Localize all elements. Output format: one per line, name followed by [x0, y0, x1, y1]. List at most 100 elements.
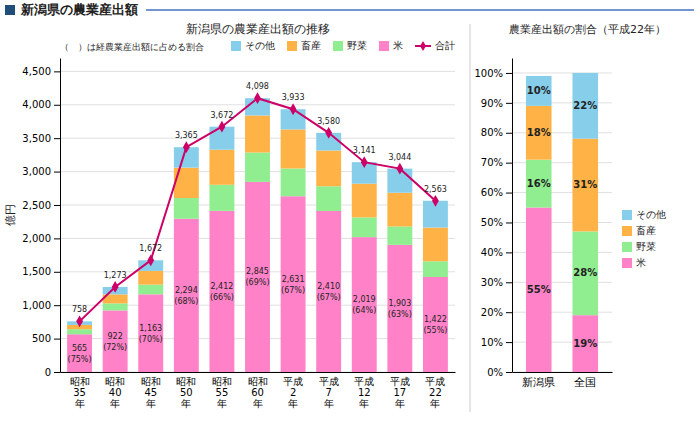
data-label: 2,019 — [353, 295, 376, 304]
x-tick: 平成12年 — [354, 376, 374, 409]
bar — [526, 76, 552, 106]
x-tick-label-line: 年 — [146, 398, 156, 409]
y-tick-label: 60% — [481, 187, 503, 198]
data-label: 3,933 — [282, 93, 305, 102]
share-label: (63%) — [388, 310, 412, 319]
x-tick-label-line: 昭和 — [176, 376, 196, 387]
y-tick: 4,500 — [22, 66, 60, 77]
chart: 新潟県の農業産出額の推移05001,0001,5002,0002,5003,00… — [4, 22, 456, 409]
x-tick-label-line: 昭和 — [105, 376, 125, 387]
data-label: 758 — [72, 305, 87, 314]
data-label: 19% — [573, 338, 597, 349]
x-tick-label-line: 平成 — [283, 376, 303, 387]
legend-label: 畜産 — [301, 40, 321, 51]
y-tick-label: 3,500 — [22, 133, 51, 144]
legend-swatch — [231, 41, 241, 51]
data-labels: 55%19%16%28%18%31%10%22% — [527, 85, 597, 349]
x-tick: 昭和60年 — [248, 376, 268, 409]
bar — [316, 211, 341, 372]
y-tick-mark — [54, 71, 60, 72]
legend-item: その他 — [231, 40, 275, 51]
y-tick-label: 4,000 — [22, 99, 51, 110]
bar — [67, 329, 92, 334]
line-series — [76, 92, 439, 327]
chart-root: 新潟県の農業産出額新潟県の農業産出額の推移05001,0001,5002,000… — [0, 0, 700, 422]
bar — [352, 184, 377, 218]
x-tick-label: 昭和35年 — [70, 376, 90, 409]
y-tick: 70% — [481, 157, 512, 168]
x-tick: 平成17年 — [390, 376, 410, 409]
x-tick-label-line: 45 — [144, 387, 157, 398]
data-label: 922 — [108, 332, 123, 341]
x-tick-label-line: 22 — [429, 387, 442, 398]
bar — [572, 231, 598, 315]
legend-item: 合計 — [415, 40, 455, 51]
data-label: 2,294 — [175, 286, 198, 295]
bar — [526, 208, 552, 372]
bar — [572, 139, 598, 232]
y-tick-label: 4,500 — [22, 66, 51, 77]
x-tick-label: 平成17年 — [390, 376, 410, 409]
x-tick-label-line: 60 — [251, 387, 264, 398]
bar-series — [526, 208, 598, 372]
chart-title: 農業産出額の割合（平成22年） — [509, 23, 666, 36]
data-label: 55% — [527, 284, 551, 295]
x-tick-label-line: 年 — [395, 398, 405, 409]
header-line — [146, 9, 694, 11]
legend-swatch — [622, 210, 632, 220]
bar — [316, 151, 341, 187]
y-tick-mark — [54, 205, 60, 206]
x-tick-label-line: 7 — [325, 387, 331, 398]
header-square — [5, 5, 15, 15]
y-tick-mark — [506, 312, 512, 313]
plot-marks — [526, 73, 598, 372]
x-tick: 昭和50年 — [176, 376, 196, 409]
data-label: 1,163 — [139, 324, 162, 333]
y-tick-mark — [54, 339, 60, 340]
y-tick: 20% — [481, 307, 512, 318]
y-tick-label: 80% — [481, 127, 503, 138]
marker — [254, 92, 261, 104]
y-tick-mark — [506, 103, 512, 104]
bar-series — [526, 73, 598, 139]
y-tick-mark — [54, 172, 60, 173]
legend-label: その他 — [636, 209, 666, 220]
y-tick-mark — [54, 105, 60, 106]
x-axis: 新潟県全国 — [513, 373, 613, 389]
legend-label: その他 — [245, 40, 275, 51]
marker — [76, 315, 83, 327]
data-label: 28% — [573, 267, 597, 278]
data-label: 3,672 — [210, 111, 233, 120]
bar — [423, 261, 448, 277]
y-axis-line — [512, 59, 513, 373]
data-label: 3,365 — [175, 131, 198, 140]
bar — [352, 237, 377, 372]
bar — [526, 160, 552, 208]
y-tick-label: 20% — [481, 307, 503, 318]
bar — [281, 129, 306, 168]
x-tick-label: 平成12年 — [354, 376, 374, 409]
legend: その他畜産野菜米 — [622, 209, 666, 268]
y-axis: 0%10%20%30%40%50%60%70%80%90%100% — [474, 59, 512, 378]
x-tick-label-line: 年 — [217, 398, 227, 409]
bar — [316, 186, 341, 211]
y-tick-label: 0% — [487, 367, 503, 378]
bar — [138, 285, 163, 295]
bar — [174, 198, 199, 219]
data-label: 2,845 — [246, 267, 269, 276]
x-tick: 昭和45年 — [141, 376, 161, 409]
legend-swatch — [622, 226, 632, 236]
x-tick-label-line: 年 — [75, 398, 85, 409]
x-tick-label-line: 平成 — [425, 376, 445, 387]
bar — [281, 169, 306, 197]
x-tick-label-line: 35 — [73, 387, 86, 398]
y-tick-label: 2,500 — [22, 200, 51, 211]
share-label: (67%) — [281, 286, 305, 295]
marker — [219, 121, 226, 133]
data-label: 3,141 — [353, 146, 376, 155]
y-tick-mark — [54, 238, 60, 239]
y-tick-label: 1,000 — [22, 300, 51, 311]
y-tick-label: 90% — [481, 98, 503, 109]
bar — [526, 106, 552, 160]
bar — [138, 271, 163, 285]
